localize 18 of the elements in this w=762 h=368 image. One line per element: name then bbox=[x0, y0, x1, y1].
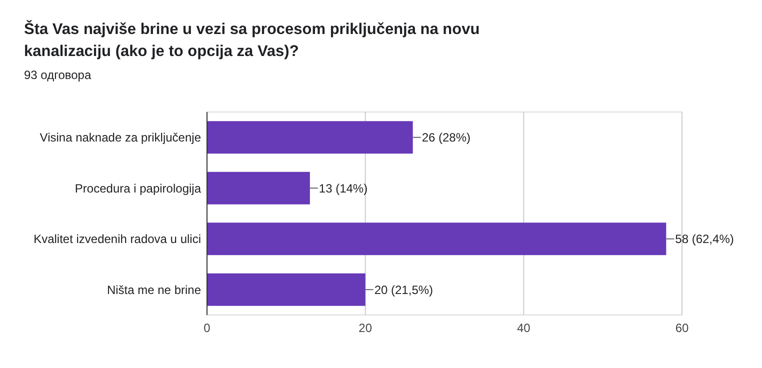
data-label: 58 (62,4%) bbox=[675, 232, 734, 246]
chart-title: Šta Vas najviše brine u vezi sa procesom priključenja na novu kanalizaciju (ako je to opcija za Vas)? bbox=[24, 20, 480, 60]
data-label: 20 (21,5%) bbox=[374, 282, 434, 297]
data-label: 26 (28%) bbox=[422, 130, 471, 145]
y-tick-label: Ništa me ne brine bbox=[106, 282, 202, 297]
y-tick-label: Visina naknade za priključenje bbox=[40, 130, 202, 145]
y-tick-label: Procedura i papirologija bbox=[74, 181, 202, 196]
data-label: 13 (14%) bbox=[318, 181, 368, 196]
bar bbox=[207, 121, 413, 154]
x-tick-label: 40 bbox=[516, 321, 531, 335]
x-tick-label: 60 bbox=[675, 321, 689, 335]
y-tick-label: Kvalitet izvedenih radova u ulici bbox=[34, 232, 201, 246]
text: 93 одговора bbox=[24, 68, 92, 82]
bar bbox=[207, 172, 310, 204]
bar bbox=[207, 273, 366, 306]
x-tick-label: 20 bbox=[358, 321, 372, 335]
bar bbox=[207, 222, 666, 256]
x-tick-label: 0 bbox=[204, 321, 211, 335]
